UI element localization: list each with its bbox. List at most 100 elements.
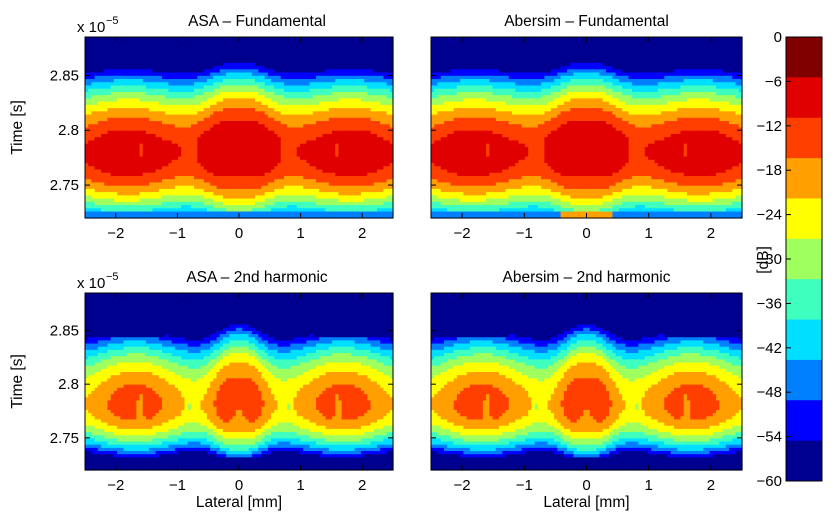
contour-cell — [383, 72, 388, 77]
contour-cell — [222, 49, 227, 54]
contour-cell — [389, 101, 394, 106]
contour-cell — [171, 59, 176, 64]
contour-cell — [133, 95, 137, 100]
contour-cell — [322, 104, 327, 109]
contour-cell — [88, 98, 93, 103]
contour-cell — [322, 59, 327, 64]
contour-cell — [332, 43, 336, 48]
contour-cell — [168, 91, 173, 96]
contour-cell — [232, 43, 237, 48]
contour-cell — [348, 37, 352, 41]
contour-cell — [245, 104, 250, 109]
contour-cell — [380, 91, 384, 96]
contour-cell — [101, 53, 105, 57]
contour-cell — [101, 111, 105, 116]
contour-cell — [216, 98, 221, 103]
contour-cell — [203, 85, 208, 90]
contour-cell — [85, 49, 89, 54]
contour-cell — [181, 95, 186, 100]
contour-cell — [293, 104, 298, 109]
contour-cell — [165, 104, 170, 109]
contour-cell — [200, 43, 205, 48]
contour-cell — [380, 72, 384, 77]
contour-cell — [139, 37, 144, 41]
contour-cell — [239, 88, 243, 93]
contour-cell — [373, 69, 378, 74]
contour-cell — [267, 40, 272, 45]
contour-cell — [139, 66, 144, 70]
contour-cell — [181, 72, 186, 77]
contour-cell — [309, 72, 314, 77]
contour-cell — [264, 104, 269, 109]
contour-fill — [85, 37, 394, 219]
contour-cell — [187, 43, 192, 48]
contour-cell — [226, 59, 230, 64]
contour-cell — [162, 49, 166, 54]
contour-cell — [213, 82, 218, 87]
contour-cell — [149, 56, 153, 61]
contour-cell — [306, 53, 311, 57]
contour-cell — [386, 85, 391, 90]
contour-cell — [312, 72, 317, 77]
contour-cell — [251, 95, 256, 100]
contour-cell — [104, 91, 109, 96]
contour-cell — [190, 98, 195, 103]
contour-cell — [229, 101, 234, 106]
contour-cell — [145, 82, 150, 87]
contour-cell — [389, 59, 394, 64]
contour-cell — [91, 69, 96, 74]
contour-cell — [242, 108, 247, 112]
contour-cell — [293, 98, 298, 103]
contour-cell — [251, 56, 256, 61]
contour-cell — [274, 43, 279, 48]
contour-cell — [370, 43, 375, 48]
contour-cell — [97, 43, 102, 48]
contour-cell — [213, 75, 218, 80]
contour-cell — [277, 101, 282, 106]
contour-cell — [101, 69, 105, 74]
contour-cell — [274, 62, 279, 67]
contour-cell — [226, 98, 230, 103]
contour-cell — [296, 66, 301, 70]
contour-cell — [271, 82, 275, 87]
contour-cell — [123, 85, 128, 90]
contour-cell — [222, 75, 227, 80]
contour-cell — [290, 53, 295, 57]
contour-cell — [101, 72, 105, 77]
contour-cell — [373, 59, 378, 64]
contour-cell — [303, 69, 307, 74]
contour-cell — [370, 62, 375, 67]
contour-cell — [386, 108, 391, 112]
contour-cell — [293, 95, 298, 100]
contour-cell — [312, 56, 317, 61]
contour-cell — [181, 66, 186, 70]
contour-cell — [129, 101, 134, 106]
contour-cell — [136, 95, 141, 100]
contour-cell — [376, 75, 381, 80]
contour-cell — [229, 66, 234, 70]
contour-cell — [152, 104, 157, 109]
contour-cell — [117, 62, 121, 67]
contour-cell — [351, 43, 356, 48]
contour-cell — [139, 53, 144, 57]
contour-cell — [319, 66, 324, 70]
contour-cell — [126, 91, 131, 96]
contour-cell — [123, 111, 128, 116]
contour-cell — [341, 88, 346, 93]
contour-cell — [370, 91, 375, 96]
contour-cell — [139, 104, 144, 109]
contour-cell — [229, 98, 234, 103]
contour-cell — [242, 104, 247, 109]
contour-cell — [364, 75, 368, 80]
contour-cell — [287, 79, 291, 83]
contour-cell — [290, 98, 295, 103]
contour-cell — [380, 62, 384, 67]
contour-cell — [219, 62, 224, 67]
contour-cell — [303, 72, 307, 77]
contour-cell — [168, 79, 173, 83]
contour-cell — [142, 111, 147, 116]
contour-cell — [312, 53, 317, 57]
contour-cell — [370, 69, 375, 74]
contour-cell — [290, 40, 295, 45]
contour-cell — [242, 98, 247, 103]
